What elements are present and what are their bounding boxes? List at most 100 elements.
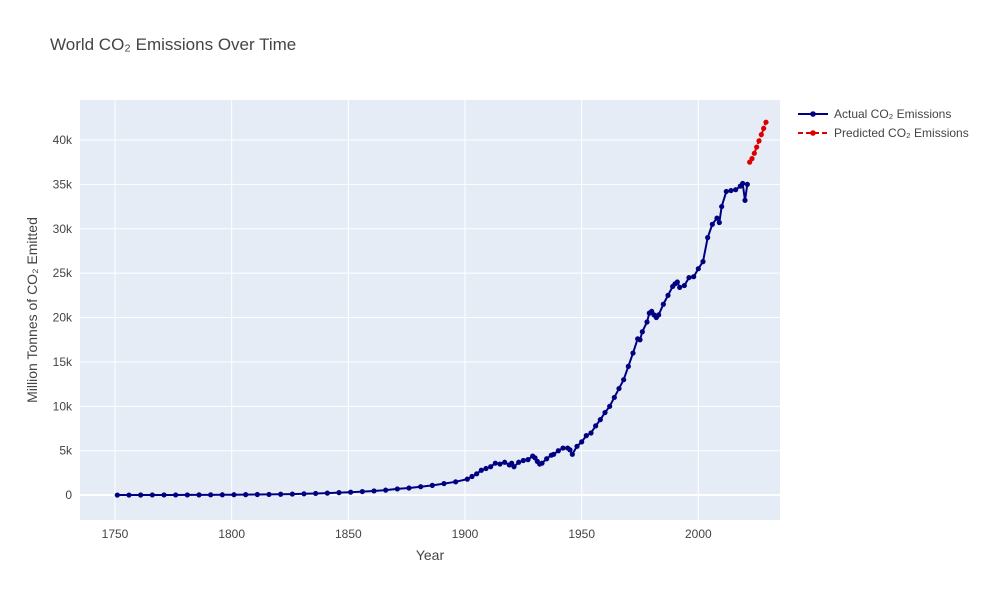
data-point[interactable] bbox=[278, 491, 284, 497]
data-point[interactable] bbox=[289, 491, 295, 497]
data-point[interactable] bbox=[359, 488, 365, 495]
data-point[interactable] bbox=[348, 489, 354, 495]
data-point[interactable] bbox=[709, 221, 715, 227]
data-point[interactable] bbox=[544, 456, 550, 462]
data-point[interactable] bbox=[716, 219, 722, 226]
data-point[interactable] bbox=[208, 492, 214, 498]
data-point[interactable] bbox=[492, 460, 498, 466]
data-point[interactable] bbox=[660, 301, 666, 307]
data-point[interactable] bbox=[621, 377, 627, 383]
data-point[interactable] bbox=[686, 274, 692, 281]
data-point[interactable] bbox=[474, 471, 480, 477]
legend[interactable]: Actual CO₂ Emissions Predicted CO₂ Emissi… bbox=[798, 107, 969, 140]
data-point[interactable] bbox=[677, 284, 683, 290]
data-point[interactable] bbox=[114, 492, 120, 498]
data-point[interactable] bbox=[728, 187, 734, 194]
data-point[interactable] bbox=[758, 132, 764, 138]
data-point[interactable] bbox=[567, 447, 573, 453]
data-point[interactable] bbox=[611, 394, 617, 401]
data-point[interactable] bbox=[418, 484, 424, 490]
data-point[interactable] bbox=[751, 150, 757, 156]
data-point[interactable] bbox=[453, 479, 459, 485]
data-point[interactable] bbox=[588, 430, 594, 436]
legend-item-actual[interactable]: Actual CO₂ Emissions bbox=[798, 107, 951, 121]
data-point[interactable] bbox=[516, 459, 522, 465]
data-point[interactable] bbox=[742, 197, 748, 203]
data-point[interactable] bbox=[733, 187, 739, 193]
data-point[interactable] bbox=[371, 488, 377, 494]
data-point[interactable] bbox=[700, 259, 706, 265]
data-point[interactable] bbox=[429, 482, 435, 488]
data-point[interactable] bbox=[149, 492, 155, 498]
data-point[interactable] bbox=[511, 464, 517, 470]
data-point[interactable] bbox=[602, 409, 608, 416]
data-point[interactable] bbox=[656, 312, 662, 318]
data-point[interactable] bbox=[138, 492, 144, 498]
data-point[interactable] bbox=[301, 491, 307, 497]
data-point[interactable] bbox=[763, 119, 769, 125]
data-point[interactable] bbox=[569, 451, 575, 457]
data-point[interactable] bbox=[674, 279, 680, 285]
data-point[interactable] bbox=[231, 492, 237, 498]
data-point[interactable] bbox=[714, 215, 720, 221]
data-point[interactable] bbox=[579, 439, 585, 445]
data-point[interactable] bbox=[497, 461, 503, 467]
data-point[interactable] bbox=[644, 319, 650, 325]
data-point[interactable] bbox=[705, 235, 711, 241]
data-point[interactable] bbox=[243, 492, 249, 498]
data-point[interactable] bbox=[336, 490, 342, 496]
data-point[interactable] bbox=[719, 203, 725, 210]
data-point[interactable] bbox=[551, 451, 557, 457]
data-point[interactable] bbox=[161, 492, 167, 498]
data-point[interactable] bbox=[266, 491, 272, 498]
data-point[interactable] bbox=[616, 385, 622, 392]
data-point[interactable] bbox=[555, 448, 561, 454]
data-point[interactable] bbox=[441, 480, 447, 487]
data-point[interactable] bbox=[525, 457, 531, 463]
data-point[interactable] bbox=[695, 266, 701, 272]
x-tick-label: 1950 bbox=[568, 527, 595, 541]
data-point[interactable] bbox=[597, 417, 603, 423]
data-point[interactable] bbox=[756, 138, 762, 144]
legend-item-predicted[interactable]: Predicted CO₂ Emissions bbox=[798, 126, 969, 140]
data-point[interactable] bbox=[478, 467, 484, 473]
data-point[interactable] bbox=[464, 476, 470, 482]
data-point[interactable] bbox=[744, 181, 750, 187]
data-point[interactable] bbox=[740, 180, 746, 187]
data-point[interactable] bbox=[254, 491, 260, 498]
data-point[interactable] bbox=[313, 490, 319, 497]
data-point[interactable] bbox=[173, 492, 179, 498]
data-point[interactable] bbox=[126, 492, 132, 498]
data-point[interactable] bbox=[488, 464, 494, 470]
plot-area bbox=[80, 100, 780, 520]
data-point[interactable] bbox=[539, 460, 545, 466]
data-point[interactable] bbox=[560, 445, 566, 451]
data-point[interactable] bbox=[483, 465, 489, 472]
data-point[interactable] bbox=[607, 403, 613, 409]
data-point[interactable] bbox=[665, 292, 671, 298]
data-point[interactable] bbox=[754, 144, 760, 150]
data-point[interactable] bbox=[637, 337, 643, 343]
data-point[interactable] bbox=[681, 282, 687, 289]
data-point[interactable] bbox=[723, 188, 729, 195]
data-point[interactable] bbox=[583, 433, 589, 439]
data-point[interactable] bbox=[406, 485, 412, 491]
data-point[interactable] bbox=[469, 473, 475, 480]
data-point[interactable] bbox=[691, 274, 697, 280]
data-point[interactable] bbox=[383, 487, 389, 493]
data-point[interactable] bbox=[196, 492, 202, 498]
data-point[interactable] bbox=[184, 492, 190, 498]
data-point[interactable] bbox=[630, 350, 636, 356]
data-point[interactable] bbox=[761, 125, 767, 132]
data-point[interactable] bbox=[394, 486, 400, 492]
data-point[interactable] bbox=[574, 443, 580, 449]
data-point[interactable] bbox=[324, 490, 330, 496]
data-point[interactable] bbox=[593, 423, 599, 429]
data-point[interactable] bbox=[502, 459, 508, 465]
data-point[interactable] bbox=[219, 492, 225, 498]
data-point[interactable] bbox=[749, 156, 755, 162]
data-point[interactable] bbox=[639, 329, 645, 335]
data-point[interactable] bbox=[520, 457, 526, 464]
data-point[interactable] bbox=[625, 363, 631, 369]
series-actual bbox=[114, 180, 750, 498]
